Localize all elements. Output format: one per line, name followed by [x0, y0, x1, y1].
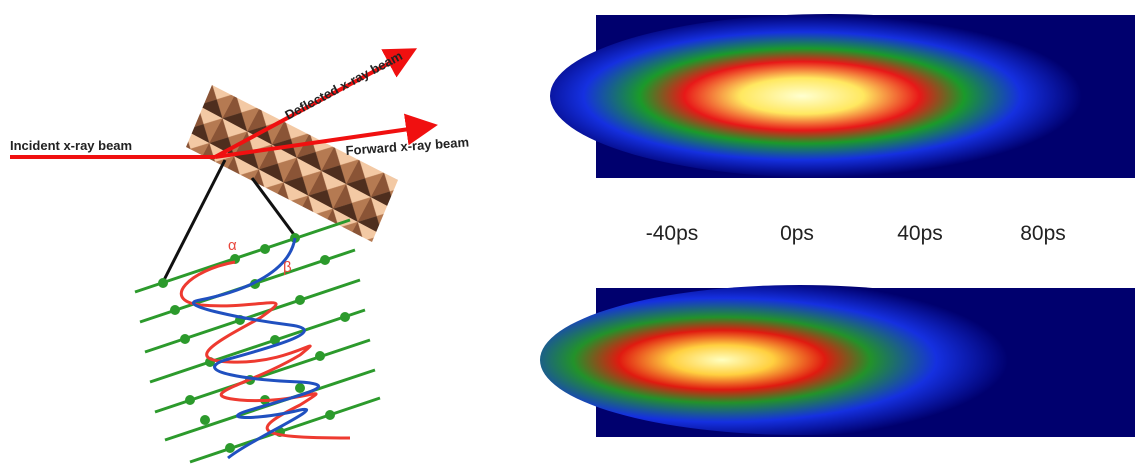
lattice	[135, 220, 380, 462]
time-label: -40ps	[646, 222, 699, 245]
pulse-image-top	[550, 14, 1135, 178]
deflected-label: Deflected x-ray beam	[282, 48, 405, 123]
time-label: 0ps	[780, 222, 814, 245]
pulse-image-bottom	[540, 285, 1135, 437]
incident-label: Incident x-ray beam	[10, 138, 132, 153]
forward-label: Forward x-ray beam	[345, 134, 469, 158]
time-label: 40ps	[897, 222, 943, 245]
alpha-label: α	[228, 237, 237, 254]
alpha-strand	[181, 262, 350, 438]
figure: Incident x-ray beam Deflected x-ray beam…	[0, 0, 1135, 468]
time-label: 80ps	[1020, 222, 1066, 245]
beta-label: β	[283, 259, 292, 276]
